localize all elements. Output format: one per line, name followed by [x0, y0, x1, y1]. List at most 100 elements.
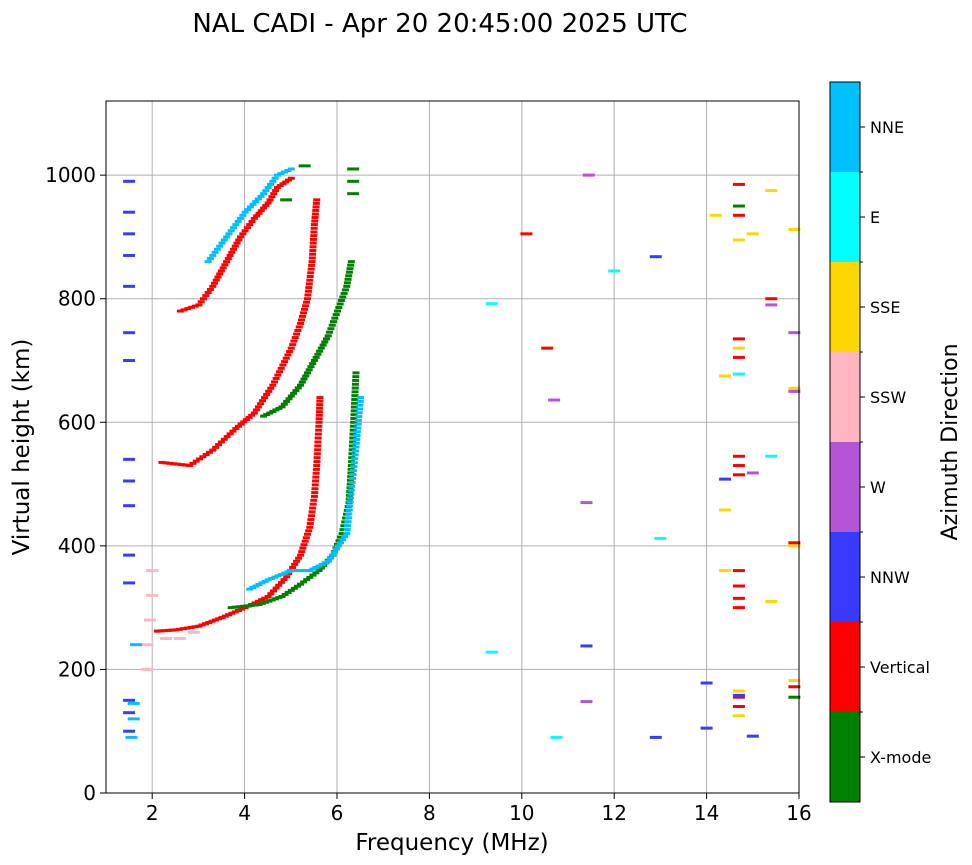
echo-point [312, 201, 320, 205]
echo-point [312, 565, 320, 569]
colorbar: X-mode Vertical NNW W SSW SSE E NNE [829, 81, 931, 803]
echo-point [153, 629, 161, 633]
y-tick-label: 800 [58, 287, 96, 311]
echo-point [765, 297, 778, 301]
echo-point [172, 628, 180, 632]
echo-point [123, 553, 136, 557]
echo-point [273, 173, 281, 177]
echo-point [266, 198, 274, 202]
echo-point [263, 413, 271, 417]
echo-point [719, 477, 732, 481]
echo-point [312, 205, 320, 209]
echo-point [291, 569, 299, 573]
echo-point [732, 695, 745, 699]
echo-point [200, 297, 208, 301]
trace-nne [246, 396, 365, 591]
x-axis-label: Frequency (MHz) [355, 830, 548, 856]
echo-point [337, 298, 345, 302]
echo-point [239, 213, 247, 217]
echo-point [788, 544, 801, 548]
echo-point [199, 455, 207, 459]
echo-point [289, 565, 297, 569]
echo-point [314, 436, 322, 440]
echo-point [220, 437, 228, 441]
echo-point [180, 627, 187, 631]
echo-point [788, 389, 801, 393]
echo-point [127, 701, 140, 705]
echo-point [123, 284, 136, 288]
echo-point [255, 582, 263, 586]
echo-point [226, 253, 234, 257]
echo-point [332, 313, 340, 317]
echo-point [257, 209, 265, 213]
echo-point [315, 413, 323, 417]
trace-w [746, 303, 801, 475]
echo-point [297, 383, 305, 387]
echo-point [746, 232, 759, 236]
echo-point [732, 689, 745, 693]
echo-point [719, 569, 732, 573]
trace-x-mode [227, 371, 360, 610]
echo-point [186, 464, 194, 468]
echo-point [357, 396, 365, 400]
echo-point [319, 343, 327, 347]
echo-point [327, 327, 335, 331]
echo-point [306, 569, 314, 573]
echo-point [334, 309, 341, 313]
echo-point [732, 569, 745, 573]
echo-point [788, 541, 801, 545]
echo-point [271, 380, 278, 384]
echo-point [286, 350, 294, 354]
echo-point [239, 604, 247, 608]
echo-point [732, 213, 745, 217]
echo-point [305, 286, 313, 290]
echo-point [355, 415, 363, 419]
echo-point [272, 376, 280, 380]
echo-point [700, 726, 713, 730]
echo-point [243, 604, 251, 608]
echo-point [344, 520, 352, 524]
x-tick-label: 10 [509, 801, 534, 825]
echo-point [351, 401, 359, 405]
echo-point [345, 270, 353, 274]
echo-point [202, 294, 210, 298]
echo-point [123, 457, 136, 461]
echo-point [253, 214, 261, 218]
echo-point [309, 245, 317, 249]
echo-point [295, 569, 303, 573]
echo-point [287, 569, 295, 573]
echo-point [213, 247, 221, 251]
echo-point [241, 229, 249, 233]
echo-point [313, 198, 321, 202]
echo-point [343, 284, 351, 288]
echo-point [309, 567, 317, 571]
echo-point [251, 603, 259, 607]
echo-point [204, 260, 212, 264]
echo-point [285, 397, 293, 401]
echo-point [273, 186, 281, 189]
echo-point [191, 304, 199, 308]
echo-point [254, 599, 262, 603]
echo-point [313, 464, 321, 468]
colorbar-swatch-nne [830, 82, 860, 172]
echo-point [352, 375, 360, 379]
echo-point [260, 414, 268, 418]
echo-point [302, 374, 310, 378]
echo-point [218, 241, 226, 245]
echo-point [550, 735, 563, 739]
echo-point [246, 587, 254, 591]
echo-point [243, 226, 251, 230]
echo-point [315, 420, 323, 424]
echo-point [347, 471, 355, 475]
echo-point [345, 274, 353, 278]
trace-vertical [158, 198, 321, 468]
echo-point [305, 368, 313, 372]
echo-point [307, 518, 315, 522]
y-tick-label: 400 [58, 534, 96, 558]
echo-point [350, 405, 358, 409]
echo-point [284, 169, 292, 173]
echo-point [227, 229, 235, 233]
echo-point [123, 232, 136, 236]
echo-point [209, 253, 217, 257]
